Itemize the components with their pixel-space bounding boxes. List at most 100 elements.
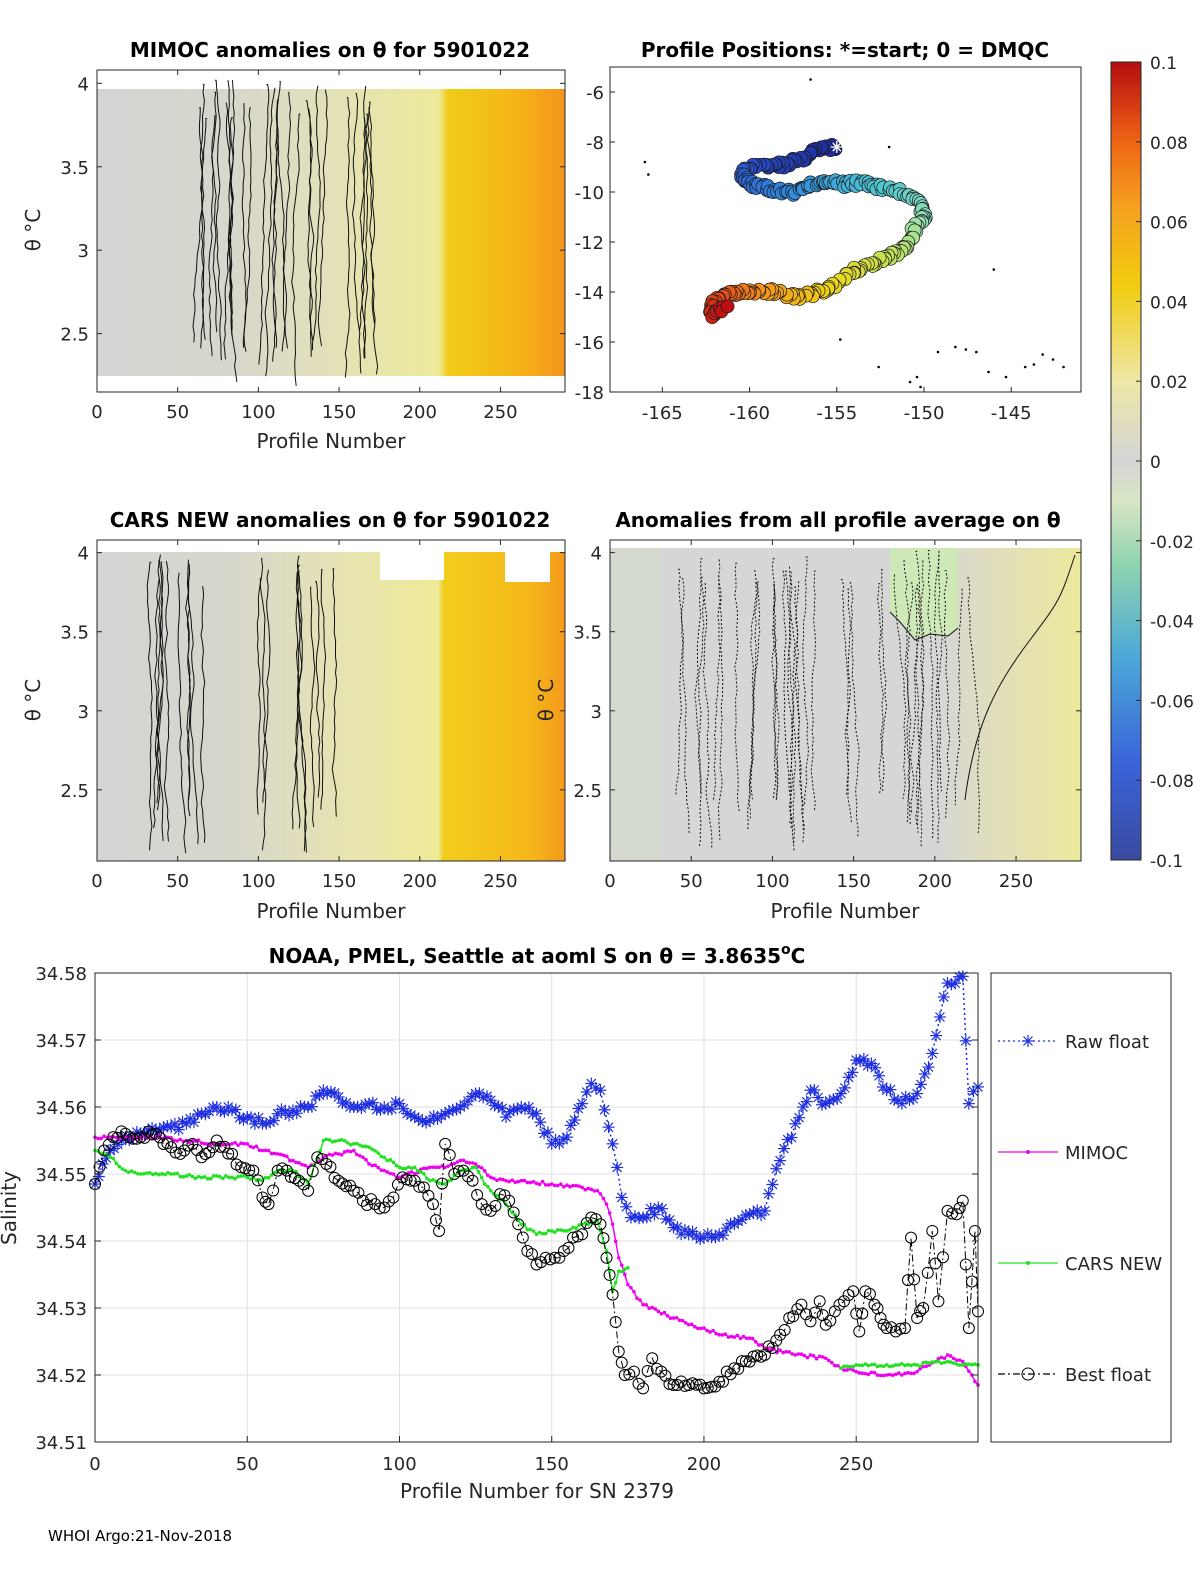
y-tick-label: 3 (591, 702, 602, 723)
raw-float-marker (762, 1187, 775, 1200)
series-point (967, 1369, 971, 1373)
series-point (446, 1164, 451, 1168)
raw-float-marker-stroke (851, 1055, 862, 1066)
series-point (973, 1362, 977, 1366)
y-tick-label: 2.5 (573, 781, 602, 802)
series-point (431, 1177, 435, 1182)
raw-float-marker (560, 1131, 573, 1144)
series-point (662, 1310, 667, 1315)
raw-float-marker-stroke (173, 1124, 184, 1135)
series-point (358, 1143, 362, 1147)
series-point (799, 1352, 804, 1356)
salinity-axes-box (94, 972, 979, 1443)
best-float-marker (493, 1188, 506, 1201)
best-float-marker (378, 1201, 391, 1214)
raw-float-marker (922, 1061, 935, 1074)
cars-y-ticks: 2.5 3 3.5 4 (60, 544, 565, 802)
contour-line (275, 119, 288, 352)
colorbar-tick-label: -0.02 (1150, 533, 1194, 553)
series-point (333, 1151, 338, 1156)
best-float-marker (535, 1256, 548, 1269)
best-float-marker (874, 1312, 887, 1325)
series-point (412, 1165, 417, 1170)
series-point (948, 1354, 953, 1358)
positions-x-ticks: -165 -160 -155 -150 -145 (642, 387, 1032, 424)
island-point (887, 145, 891, 149)
series-point (918, 1364, 922, 1368)
raw-float-marker (713, 1228, 726, 1241)
best-float-marker (774, 1328, 787, 1341)
raw-float-marker-stroke (912, 1088, 923, 1099)
series-point (827, 1358, 831, 1363)
raw-float-marker (511, 1103, 524, 1116)
raw-float-marker-stroke (839, 1082, 850, 1093)
series-point (616, 1255, 621, 1260)
cars-title: CARS NEW anomalies on θ for 5901022 (110, 508, 551, 532)
series-point (489, 1175, 493, 1180)
x-tick-label: 0 (89, 1454, 100, 1475)
series-point (790, 1352, 795, 1356)
series-point (723, 1332, 728, 1336)
series-point (242, 1141, 246, 1146)
series-point (418, 1167, 423, 1171)
legend-marker (1021, 1367, 1035, 1381)
series-point (970, 1362, 974, 1367)
colorbar-tick-label: -0.04 (1150, 613, 1194, 633)
raw-float-marker (541, 1126, 554, 1139)
raw-float-marker-stroke (535, 1117, 546, 1128)
series-point (833, 1363, 837, 1368)
series-point (918, 1366, 922, 1371)
series-point (403, 1166, 408, 1171)
best-float-marker (880, 1322, 893, 1335)
raw-float-marker-stroke (616, 1192, 627, 1203)
raw-float-marker (580, 1086, 593, 1099)
best-float-marker (210, 1134, 223, 1147)
raw-float-marker-stroke (307, 1101, 317, 1112)
best-float-marker (443, 1148, 456, 1161)
series-point (717, 1333, 721, 1337)
series-point (297, 1161, 301, 1165)
series-point (154, 1171, 158, 1176)
contour-line (933, 554, 940, 843)
raw-float-marker-stroke (577, 1098, 588, 1109)
series-point (933, 1359, 938, 1364)
series-point (157, 1172, 161, 1177)
best-float-marker (618, 1369, 631, 1381)
raw-float-marker (789, 1117, 802, 1130)
best-float-marker (690, 1378, 703, 1391)
raw-float-marker (522, 1101, 535, 1114)
series-point (936, 1359, 941, 1364)
raw-float-marker-stroke (542, 1127, 553, 1138)
series-point (263, 1148, 268, 1153)
y-tick-label: 34.57 (35, 1031, 87, 1052)
best-float-marker (142, 1125, 155, 1138)
series-point (595, 1188, 600, 1193)
x-tick-label: 0 (91, 402, 102, 423)
raw-float-marker (926, 1047, 939, 1060)
series-point (224, 1174, 228, 1178)
contour-line (712, 575, 721, 800)
raw-float-marker (956, 970, 969, 983)
contour-line (256, 558, 264, 815)
best-float-marker (466, 1174, 479, 1187)
x-tick-label: 150 (322, 402, 356, 423)
mimoc-bottom-gap (97, 376, 565, 392)
x-tick-label: 250 (483, 402, 517, 423)
series-point (96, 1136, 100, 1141)
contour-line (750, 582, 761, 800)
raw-float-marker (850, 1054, 863, 1067)
island-point (954, 345, 957, 349)
best-float-marker (959, 1258, 972, 1271)
series-point (875, 1373, 880, 1377)
raw-float-marker-stroke (801, 1096, 812, 1107)
series-point (954, 1358, 959, 1362)
contour-line (186, 559, 192, 801)
series-point (519, 1178, 524, 1183)
series-point (367, 1145, 371, 1149)
raw-float-marker-stroke (603, 1122, 614, 1133)
series-point (741, 1334, 746, 1339)
best-float-marker (716, 1375, 729, 1388)
series-point (909, 1363, 913, 1368)
best-float-marker (267, 1184, 280, 1197)
best-float-marker (387, 1191, 400, 1204)
